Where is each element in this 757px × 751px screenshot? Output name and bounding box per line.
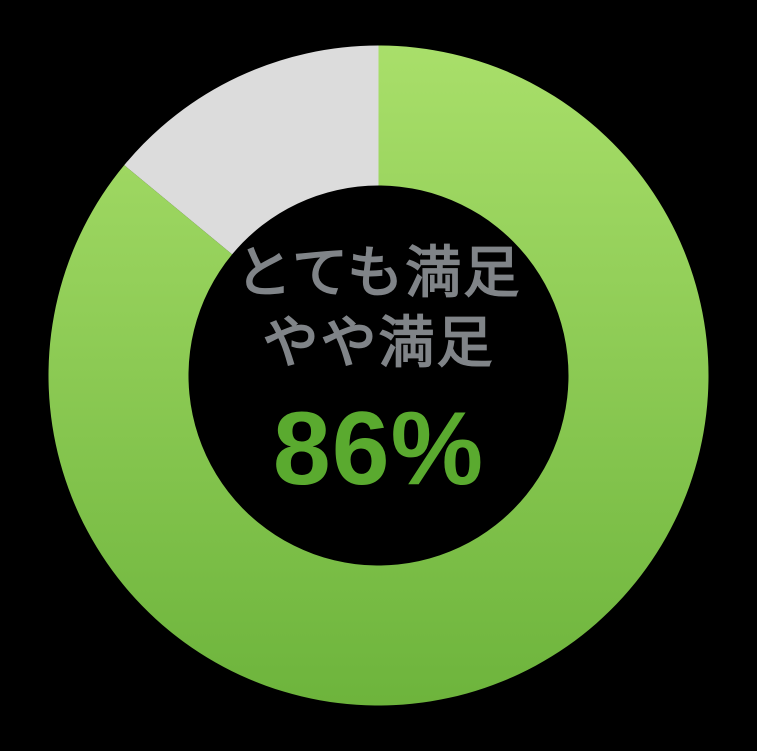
- center-text-block: とても満足 やや満足 86%: [236, 238, 522, 514]
- percent-value: 86%: [236, 384, 522, 514]
- label-line-1: とても満足: [236, 238, 522, 308]
- label-line-2: やや満足: [236, 308, 522, 378]
- satisfaction-donut-chart: とても満足 やや満足 86%: [0, 0, 757, 751]
